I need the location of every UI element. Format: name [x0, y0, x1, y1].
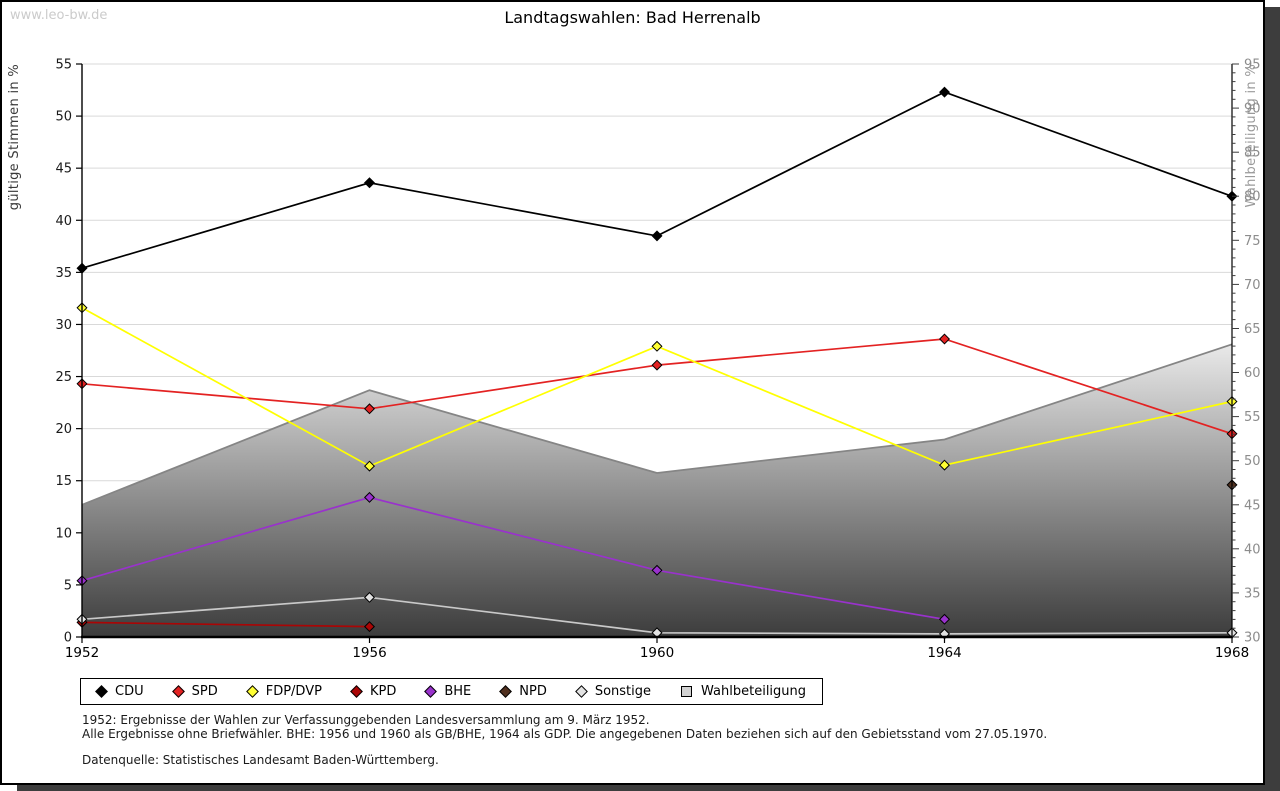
svg-text:30: 30 — [55, 318, 72, 333]
series-wahlbeteiligung — [81, 343, 1233, 637]
legend-label: FDP/DVP — [265, 684, 322, 699]
point-sonstige-1956 — [363, 591, 376, 603]
legend-item-cdu: CDU — [95, 684, 144, 699]
diamond-marker-icon — [574, 685, 588, 698]
legend-label: KPD — [369, 684, 397, 699]
legend-item-spd: SPD — [171, 684, 218, 699]
diamond-marker-icon — [245, 685, 259, 698]
point-cdu-1964 — [938, 86, 951, 98]
svg-text:70: 70 — [1244, 278, 1261, 293]
legend-label: BHE — [444, 684, 472, 699]
svg-text:1964: 1964 — [927, 645, 961, 661]
election-line-chart: 0 5 10 15 20 25 30 35 40 45 50 55 30 35 40 45 50 55 60 65 70… — [55, 58, 1260, 662]
point-spd-1956 — [363, 403, 376, 415]
svg-text:35: 35 — [1244, 586, 1261, 601]
legend-label: CDU — [115, 684, 144, 699]
legend-item-wahlbeteiligung: Wahlbeteiligung — [681, 684, 806, 699]
svg-text:30: 30 — [1244, 631, 1261, 646]
diamond-marker-icon — [95, 685, 108, 698]
legend-item-sonstige: Sonstige — [574, 684, 652, 699]
footnote-line-2: Alle Ergebnisse ohne Briefwähler. BHE: 1… — [82, 727, 1048, 741]
diamond-marker-icon — [499, 685, 513, 698]
axes: 0 5 10 15 20 25 30 35 40 45 50 55 30 35 40 45 50 55 60 65 70… — [55, 58, 1260, 662]
footnote-line-1: 1952: Ergebnisse der Wahlen zur Verfassu… — [82, 713, 650, 727]
legend-label: Sonstige — [594, 684, 652, 699]
diamond-marker-icon — [424, 685, 438, 698]
svg-text:1952: 1952 — [65, 645, 99, 661]
legend-item-npd: NPD — [499, 684, 547, 699]
svg-text:5: 5 — [64, 578, 72, 593]
point-cdu-1960 — [651, 230, 663, 242]
leo-bw-watermark: www.leo-bw.de — [10, 8, 108, 23]
series-cdu — [76, 86, 1238, 274]
svg-text:1960: 1960 — [640, 645, 674, 661]
point-fdp-dvp-1960 — [651, 340, 663, 352]
svg-text:55: 55 — [55, 58, 72, 73]
svg-text:35: 35 — [55, 266, 72, 281]
svg-text:55: 55 — [1244, 410, 1261, 425]
point-spd-1964 — [938, 333, 951, 345]
point-bhe-1956 — [363, 491, 376, 503]
svg-text:90: 90 — [1244, 102, 1261, 117]
svg-text:45: 45 — [1244, 498, 1261, 513]
svg-text:50: 50 — [55, 110, 72, 125]
page-title: Landtagswahlen: Bad Herrenalb — [504, 8, 761, 27]
square-marker-icon — [681, 686, 693, 697]
svg-text:95: 95 — [1244, 58, 1261, 73]
svg-text:75: 75 — [1244, 234, 1261, 249]
diamond-marker-icon — [350, 685, 363, 698]
svg-text:50: 50 — [1244, 454, 1261, 469]
legend-label: NPD — [519, 684, 547, 699]
svg-text:65: 65 — [1244, 322, 1261, 337]
legend-item-bhe: BHE — [424, 684, 472, 699]
point-fdp-dvp-1956 — [363, 460, 376, 472]
point-bhe-1964 — [938, 613, 951, 625]
legend-label: SPD — [191, 684, 218, 699]
svg-text:40: 40 — [1244, 542, 1261, 557]
footnotes: 1952: Ergebnisse der Wahlen zur Verfassu… — [82, 713, 1047, 767]
legend-item-fdp-dvp: FDP/DVP — [245, 684, 322, 699]
svg-text:20: 20 — [55, 422, 72, 437]
svg-text:15: 15 — [55, 474, 72, 489]
point-cdu-1956 — [363, 177, 376, 189]
data-source-note: Datenquelle: Statistisches Landesamt Bad… — [82, 753, 439, 767]
svg-text:1968: 1968 — [1215, 645, 1249, 661]
svg-text:0: 0 — [64, 631, 72, 646]
svg-text:1956: 1956 — [352, 645, 386, 661]
point-spd-1960 — [651, 359, 663, 371]
svg-text:60: 60 — [1244, 366, 1261, 381]
svg-text:80: 80 — [1244, 190, 1261, 205]
svg-text:40: 40 — [55, 214, 72, 229]
legend: CDU SPD FDP/DVP KPD BHE NPD Sonstige Wahlbeteil… — [80, 678, 824, 705]
svg-text:45: 45 — [55, 162, 72, 177]
point-kpd-1956 — [363, 621, 376, 633]
point-fdp-dvp-1964 — [938, 459, 951, 471]
diamond-marker-icon — [171, 685, 185, 698]
point-bhe-1960 — [651, 564, 663, 576]
svg-text:10: 10 — [55, 526, 72, 541]
svg-text:85: 85 — [1244, 146, 1261, 161]
svg-text:25: 25 — [55, 370, 72, 385]
legend-label: Wahlbeteiligung — [701, 684, 807, 699]
legend-item-kpd: KPD — [350, 684, 397, 699]
